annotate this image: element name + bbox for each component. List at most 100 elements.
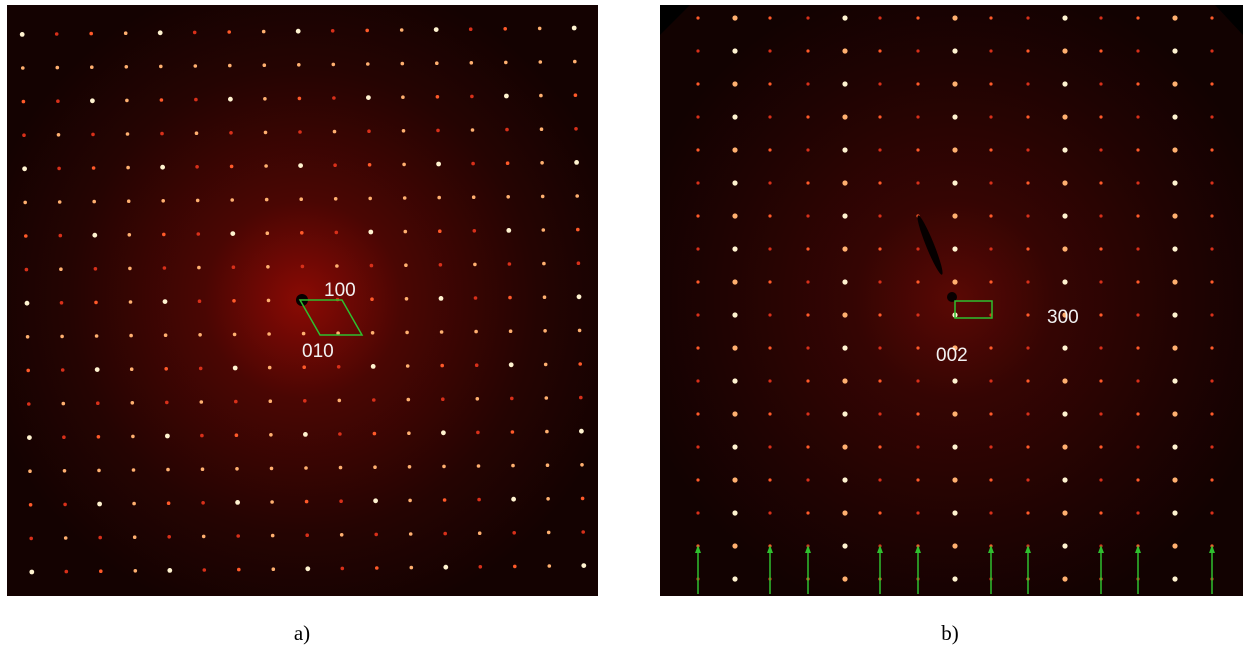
spot [1099, 511, 1103, 515]
spot [732, 180, 738, 186]
spot [99, 569, 103, 573]
spot [510, 430, 515, 434]
spot [952, 213, 958, 219]
spot [94, 300, 98, 305]
spot [368, 229, 374, 235]
spot [1136, 280, 1140, 284]
spot [404, 263, 408, 268]
spot [952, 411, 958, 417]
spot [1099, 115, 1103, 119]
spot [540, 161, 544, 165]
spot [1136, 346, 1140, 350]
spot [271, 567, 276, 571]
spot [878, 511, 882, 515]
spot [1136, 511, 1140, 515]
spot [505, 161, 510, 165]
spot [1026, 214, 1030, 218]
spot [543, 329, 547, 333]
spot [399, 28, 404, 32]
index-label: 300 [1047, 307, 1079, 328]
spot [331, 62, 336, 67]
spot [227, 30, 231, 34]
spot [696, 214, 700, 218]
spot [408, 532, 413, 536]
spot [878, 412, 882, 416]
spot [1062, 345, 1068, 351]
spot [229, 164, 234, 169]
spot [304, 499, 309, 504]
spot [916, 115, 920, 119]
spot [26, 368, 31, 373]
beam-center [947, 292, 957, 302]
spot [989, 214, 993, 218]
spot [504, 93, 509, 99]
spot [163, 333, 168, 338]
spot [131, 468, 136, 472]
spot [768, 412, 772, 416]
spot [443, 564, 449, 570]
spot [368, 196, 373, 201]
spot [338, 465, 343, 470]
spot [542, 295, 547, 300]
spot [25, 335, 30, 339]
spot [842, 378, 848, 384]
spot [1062, 543, 1068, 549]
spot [196, 232, 201, 236]
spot [1026, 148, 1030, 152]
spot [732, 543, 738, 549]
spot [22, 133, 26, 137]
spot [305, 566, 311, 572]
spot [1026, 412, 1030, 416]
spot [512, 531, 516, 535]
spot [696, 16, 700, 20]
spot [124, 65, 129, 69]
spot [842, 477, 848, 483]
spot [878, 313, 882, 317]
spot [56, 133, 61, 137]
spot [340, 566, 345, 571]
spot [230, 231, 236, 237]
spot [269, 466, 274, 471]
spot [443, 531, 448, 536]
spot [478, 565, 483, 569]
spot [1136, 247, 1140, 251]
spot [402, 162, 406, 167]
spot [1210, 478, 1214, 482]
spot [508, 362, 514, 368]
arrow-head [1098, 545, 1104, 553]
spot [1210, 412, 1214, 416]
spot [408, 498, 412, 503]
spot [989, 82, 993, 86]
spot [160, 131, 164, 136]
spot [842, 411, 848, 417]
spot [439, 330, 444, 334]
spot [230, 198, 234, 202]
spot [332, 129, 337, 134]
spot [333, 197, 338, 201]
spot [1210, 511, 1214, 515]
spot [511, 463, 515, 468]
spot [547, 564, 552, 568]
spot [952, 279, 958, 285]
spot [1099, 379, 1103, 383]
spot [989, 412, 993, 416]
spot [989, 445, 993, 449]
arrow-head [988, 545, 994, 553]
spot [842, 180, 848, 186]
spot [842, 213, 848, 219]
spot [696, 82, 700, 86]
spot [264, 197, 269, 202]
spot [1099, 478, 1103, 482]
spot [581, 563, 587, 568]
spot [878, 82, 882, 86]
spot [1136, 313, 1140, 317]
spot [916, 280, 920, 284]
spot [473, 262, 477, 267]
spot [806, 445, 810, 449]
spot [228, 63, 232, 68]
spot [266, 265, 270, 269]
spot [732, 147, 738, 153]
spot [696, 511, 700, 515]
spot [195, 165, 199, 169]
spot [129, 333, 133, 338]
